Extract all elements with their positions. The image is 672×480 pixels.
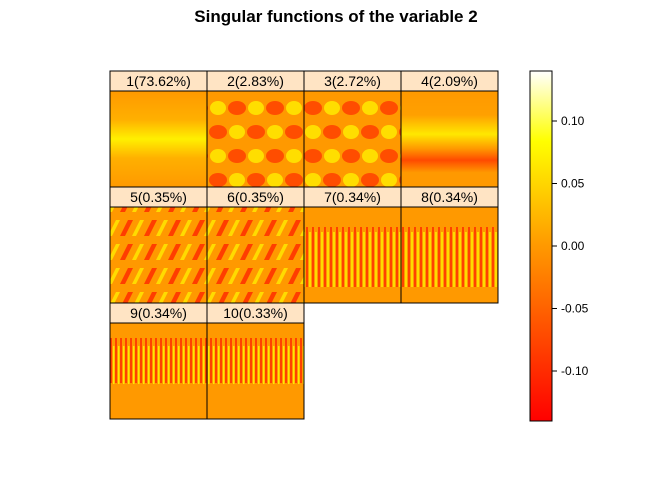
panel-label: 4(2.09%) [421, 73, 478, 89]
panel-label: 9(0.34%) [130, 305, 187, 321]
colorbar-tick-label: 0.10 [561, 114, 585, 128]
panel-image [109, 90, 208, 188]
panel-3: 3(2.72%) [303, 70, 402, 188]
panel-image [400, 206, 499, 304]
panel-2: 2(2.83%) [206, 70, 305, 188]
panel-image [109, 322, 208, 420]
panel-9: 9(0.34%) [109, 302, 208, 420]
panel-label: 7(0.34%) [324, 189, 381, 205]
panel-grid: 1(73.62%) 2(2.83%) 3(2.72%) 4(2.09%) 5(0.35%… [109, 70, 499, 420]
colorbar-tick-label: -0.10 [561, 364, 589, 378]
panel-image [400, 90, 499, 188]
chart-title: Singular functions of the variable 2 [194, 7, 477, 26]
colorbar-tick-label: 0.00 [561, 239, 585, 253]
panel-7: 7(0.34%) [303, 186, 402, 304]
panel-6: 6(0.35%) [206, 186, 305, 304]
panel-image [206, 90, 305, 188]
panel-image [109, 206, 208, 304]
colorbar: 0.10 0.05 0.00 -0.05 -0.10 [529, 70, 589, 422]
panel-image [206, 206, 305, 304]
colorbar-tick-label: 0.05 [561, 177, 585, 191]
panel-label: 3(2.72%) [324, 73, 381, 89]
panel-10: 10(0.33%) [206, 302, 305, 420]
colorbar-gradient [529, 70, 553, 422]
panel-label: 5(0.35%) [130, 189, 187, 205]
panel-image [303, 206, 402, 304]
panel-label: 8(0.34%) [421, 189, 478, 205]
panel-4: 4(2.09%) [400, 70, 499, 188]
colorbar-ticks: 0.10 0.05 0.00 -0.05 -0.10 [552, 114, 589, 378]
panel-5: 5(0.35%) [109, 186, 208, 304]
panel-label: 10(0.33%) [223, 305, 288, 321]
panel-label: 1(73.62%) [126, 73, 191, 89]
panel-label: 2(2.83%) [227, 73, 284, 89]
panel-8: 8(0.34%) [400, 186, 499, 304]
panel-1: 1(73.62%) [109, 70, 208, 188]
panel-label: 6(0.35%) [227, 189, 284, 205]
panel-image [303, 90, 402, 188]
panel-image [206, 322, 305, 420]
colorbar-tick-label: -0.05 [561, 302, 589, 316]
